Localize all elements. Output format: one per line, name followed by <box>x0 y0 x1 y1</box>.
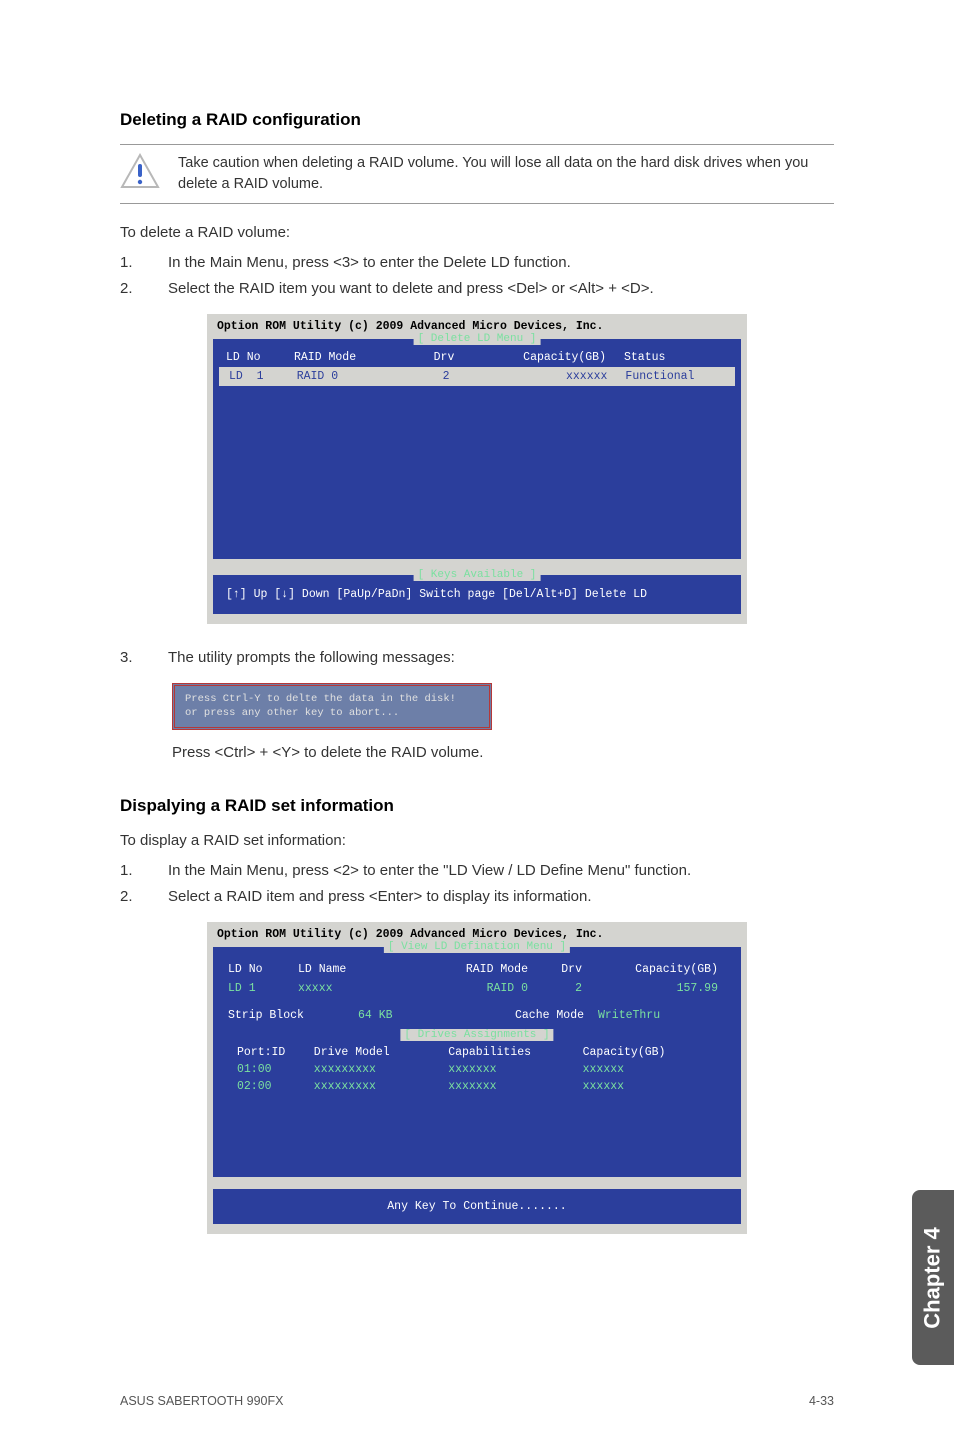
cell: xxxxxxxxx <box>314 1080 448 1093</box>
cell: xxxxxx <box>583 1063 717 1076</box>
footer-left: ASUS SABERTOOTH 990FX <box>120 1394 283 1408</box>
drive-row: 01:00 xxxxxxxxx xxxxxxx xxxxxx <box>225 1061 729 1078</box>
bios-drives-panel: [ Drives Assignments ] Port:ID Drive Mod… <box>222 1035 732 1168</box>
cell: xxxxxxx <box>448 1063 582 1076</box>
cell: xxxxx <box>298 982 448 995</box>
footer-right: 4-33 <box>809 1394 834 1408</box>
bios-header-row: LD No RAID Mode Drv Capacity(GB) Status <box>216 348 738 367</box>
bios-selected-row: LD 1 RAID 0 2 xxxxxx Functional <box>219 367 735 386</box>
cell: xxxxxxx <box>448 1080 582 1093</box>
view-header-row: LD No LD Name RAID Mode Drv Capacity(GB) <box>216 960 738 979</box>
cell: RAID 0 <box>448 982 548 995</box>
col-capacity: Capacity(GB) <box>583 1046 717 1059</box>
bios-keys-label: [ Keys Available ] <box>414 569 541 581</box>
step-num: 1. <box>120 859 140 882</box>
step-text: Select a RAID item and press <Enter> to … <box>168 885 834 908</box>
cell: Functional <box>625 370 725 383</box>
chapter-tab: Chapter 4 <box>912 1190 954 1365</box>
drive-row: 02:00 xxxxxxxxx xxxxxxx xxxxxx <box>225 1078 729 1095</box>
drive-header-row: Port:ID Drive Model Capabilities Capacit… <box>225 1044 729 1061</box>
bios-empty-area <box>216 386 738 546</box>
step-num: 2. <box>120 885 140 908</box>
heading-display-raid: Dispalying a RAID set information <box>120 796 834 816</box>
after-prompt-text: Press <Ctrl> + <Y> to delete the RAID vo… <box>172 742 834 765</box>
bios-panel-label: [ Delete LD Menu ] <box>414 333 541 345</box>
col-ldno: LD No <box>228 963 298 976</box>
bios-panel-label: [ View LD Defination Menu ] <box>384 941 570 953</box>
steps-display: 1. In the Main Menu, press <2> to enter t… <box>120 859 834 909</box>
bios-delete-ld: Option ROM Utility (c) 2009 Advanced Mic… <box>207 314 747 624</box>
col-ldname: LD Name <box>298 963 448 976</box>
col-drv: Drv <box>404 351 484 364</box>
col-raidmode: RAID Mode <box>294 351 404 364</box>
bios-keys-panel: [ Keys Available ] [↑] Up [↓] Down [PaUp… <box>213 575 741 614</box>
heading-delete-raid: Deleting a RAID configuration <box>120 110 834 130</box>
bios-anykey: Any Key To Continue....... <box>213 1189 741 1224</box>
step-text: Select the RAID item you want to delete … <box>168 277 834 300</box>
col-capabilities: Capabilities <box>448 1046 582 1059</box>
col-portid: Port:ID <box>237 1046 314 1059</box>
bios-keys-text: [↑] Up [↓] Down [PaUp/PaDn] Switch page … <box>226 588 647 601</box>
cell: xxxxxx <box>583 1080 717 1093</box>
col-raidmode: RAID Mode <box>448 963 548 976</box>
step-num: 3. <box>120 646 140 669</box>
col-status: Status <box>624 351 724 364</box>
intro-display: To display a RAID set information: <box>120 830 834 853</box>
chapter-tab-label: Chapter 4 <box>920 1227 946 1328</box>
cell: 2 <box>548 982 598 995</box>
col-capacity: Capacity(GB) <box>598 963 718 976</box>
caution-text: Take caution when deleting a RAID volume… <box>178 153 834 195</box>
cell: 157.99 <box>598 982 718 995</box>
prompt-line: or press any other key to abort... <box>185 706 479 720</box>
lbl-cachemode: Cache Mode <box>458 1009 598 1022</box>
col-capacity: Capacity(GB) <box>484 351 624 364</box>
drives-label: [ Drives Assignments ] <box>400 1029 553 1041</box>
bios-prompt-box: Press Ctrl-Y to delte the data in the di… <box>172 683 492 729</box>
intro-delete: To delete a RAID volume: <box>120 222 834 245</box>
prompt-line: Press Ctrl-Y to delte the data in the di… <box>185 692 479 706</box>
steps-delete: 1. In the Main Menu, press <3> to enter t… <box>120 251 834 301</box>
step-text: In the Main Menu, press <2> to enter the… <box>168 859 834 882</box>
cell: 2 <box>406 370 486 383</box>
lbl-stripblock: Strip Block <box>228 1009 358 1022</box>
cell: 02:00 <box>237 1080 314 1093</box>
cell: 01:00 <box>237 1063 314 1076</box>
cell: LD 1 <box>228 982 298 995</box>
caution-block: Take caution when deleting a RAID volume… <box>120 144 834 204</box>
steps-delete-3: 3. The utility prompts the following mess… <box>120 646 834 669</box>
step-num: 1. <box>120 251 140 274</box>
cell: xxxxxx <box>486 370 625 383</box>
cell: RAID 0 <box>297 370 407 383</box>
val-cachemode: WriteThru <box>598 1009 718 1022</box>
cell: xxxxxxxxx <box>314 1063 448 1076</box>
col-ldno: LD No <box>226 351 294 364</box>
col-drivemodel: Drive Model <box>314 1046 448 1059</box>
step-text: The utility prompts the following messag… <box>168 646 834 669</box>
step-text: In the Main Menu, press <3> to enter the… <box>168 251 834 274</box>
warning-icon <box>120 153 160 194</box>
bios-panel-delete: [ Delete LD Menu ] LD No RAID Mode Drv C… <box>213 339 741 559</box>
page-footer: ASUS SABERTOOTH 990FX 4-33 <box>120 1394 834 1408</box>
step-num: 2. <box>120 277 140 300</box>
view-value-row: LD 1 xxxxx RAID 0 2 157.99 <box>216 979 738 998</box>
view-strip-row: Strip Block 64 KB Cache Mode WriteThru <box>216 1006 738 1025</box>
bios-panel-view: [ View LD Defination Menu ] LD No LD Nam… <box>213 947 741 1177</box>
val-stripblock: 64 KB <box>358 1009 458 1022</box>
cell: LD 1 <box>229 370 297 383</box>
col-drv: Drv <box>548 963 598 976</box>
bios-view-ld: Option ROM Utility (c) 2009 Advanced Mic… <box>207 922 747 1234</box>
